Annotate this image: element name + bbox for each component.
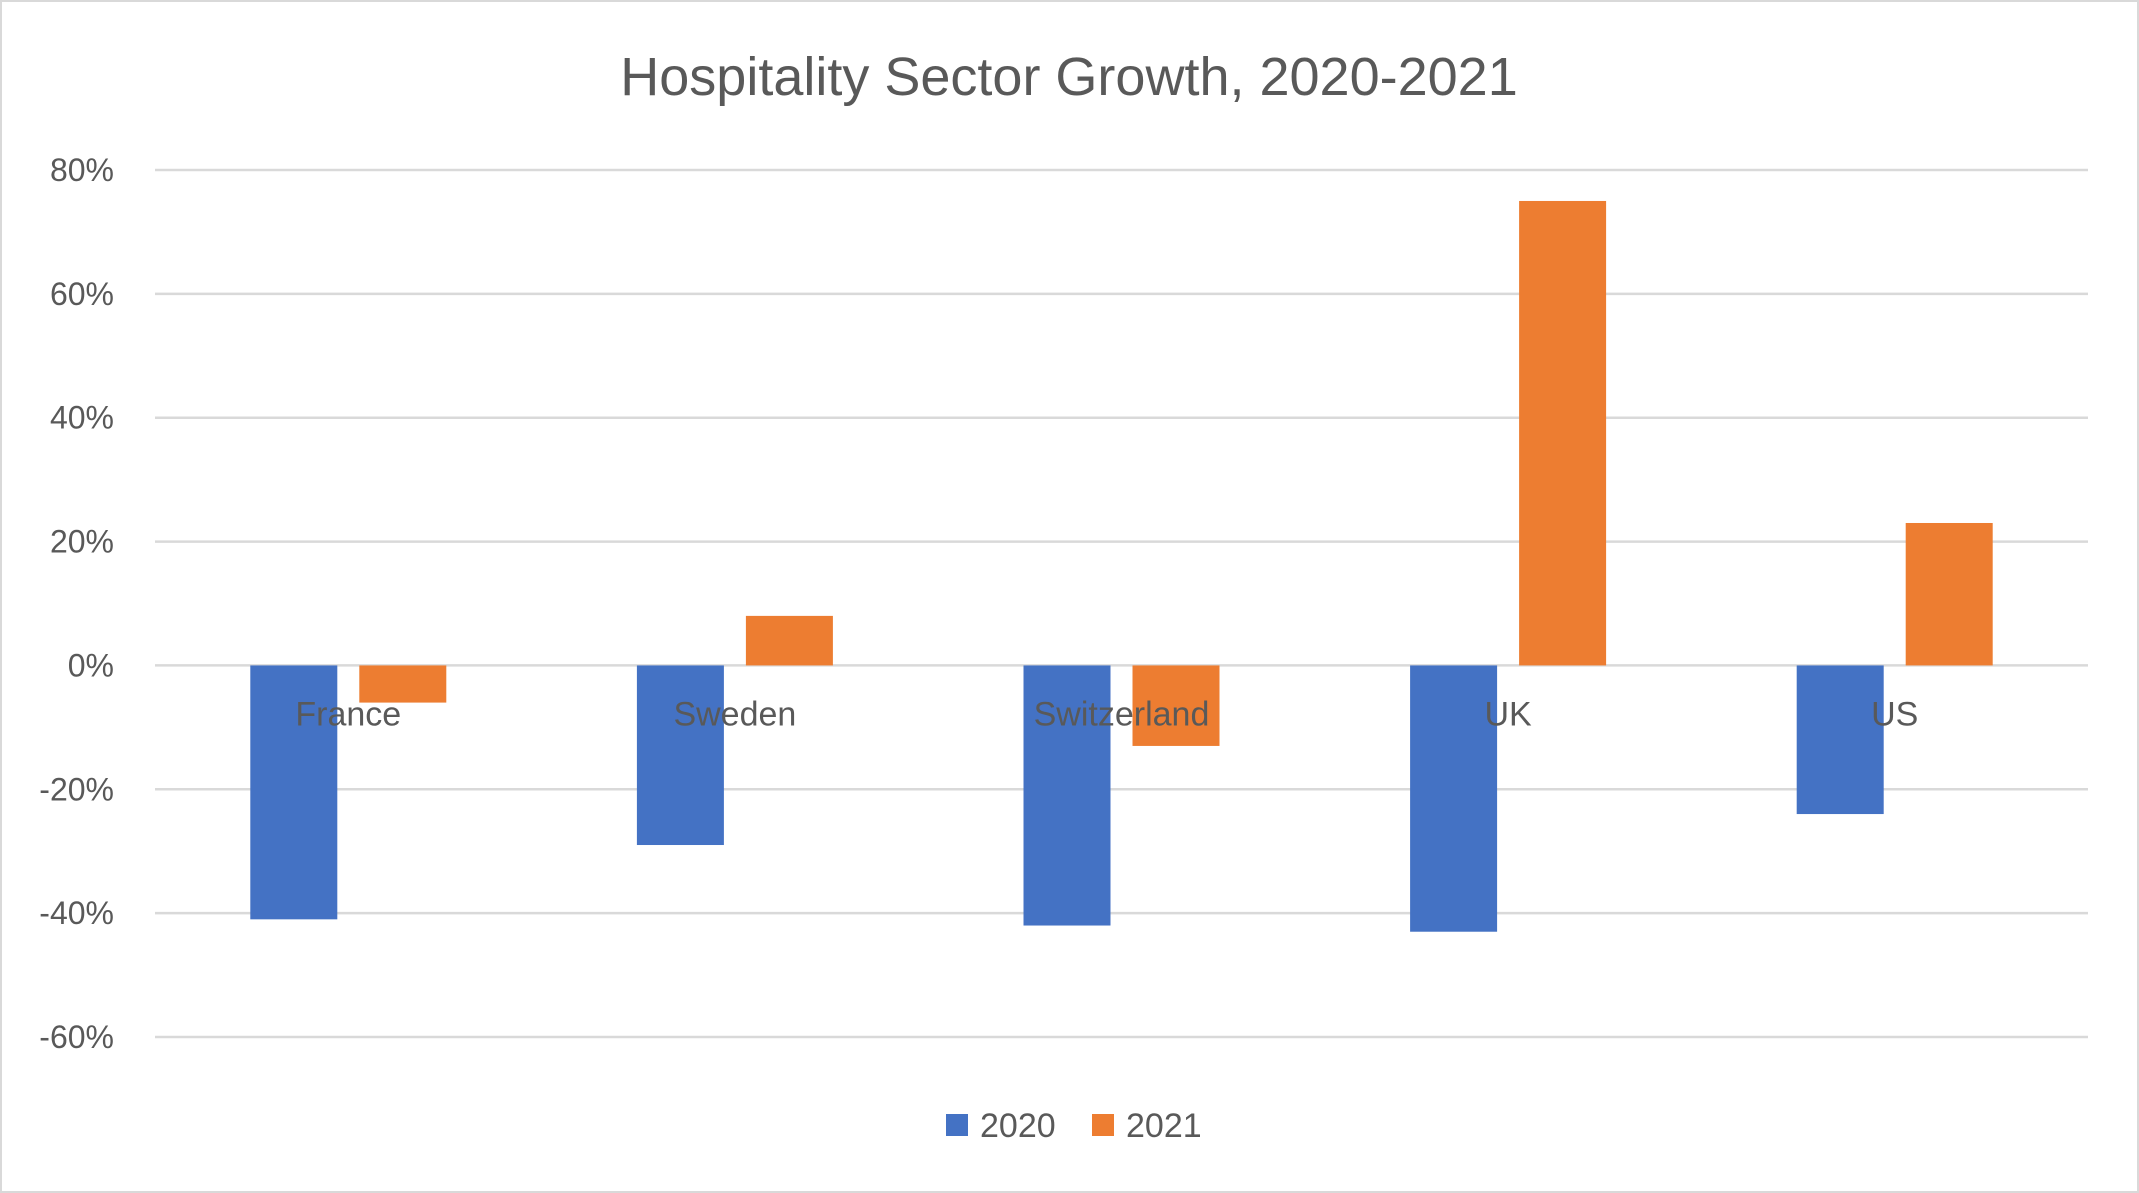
bar-uk-2021 bbox=[1519, 200, 1607, 666]
y-axis-ticks: 80% 60% 40% 20% 0% -20% -40% -60% bbox=[39, 152, 114, 1055]
y-tick-label: -20% bbox=[39, 771, 114, 807]
bar-switzerland-2020 bbox=[1023, 665, 1111, 926]
legend: 2020 2021 bbox=[946, 1107, 1202, 1145]
x-category-label: Sweden bbox=[673, 695, 796, 733]
bar-switzerland-2021 bbox=[1132, 665, 1220, 746]
legend-label-2020: 2020 bbox=[980, 1107, 1056, 1145]
bar-france-2021 bbox=[359, 665, 447, 703]
bar-sweden-2020 bbox=[636, 665, 724, 846]
y-tick-label: 80% bbox=[50, 152, 114, 188]
x-category-label: US bbox=[1871, 695, 1918, 733]
y-tick-label: -60% bbox=[39, 1019, 114, 1055]
bar-france-2020 bbox=[250, 665, 338, 920]
y-tick-label: 20% bbox=[50, 524, 114, 560]
chart-title: Hospitality Sector Growth, 2020-2021 bbox=[620, 47, 1517, 107]
bar-uk-2020 bbox=[1410, 665, 1498, 932]
y-tick-label: 40% bbox=[50, 400, 114, 436]
bar-us-2021 bbox=[1905, 522, 1993, 666]
x-category-label: UK bbox=[1484, 695, 1532, 733]
category-labels: France Sweden Switzerland UK US bbox=[295, 695, 1918, 733]
x-category-label: France bbox=[295, 695, 401, 733]
y-tick-label: 0% bbox=[68, 647, 114, 683]
legend-label-2021: 2021 bbox=[1126, 1107, 1202, 1145]
bar-us-2020 bbox=[1796, 665, 1884, 815]
legend-swatch-2020 bbox=[946, 1114, 968, 1136]
y-tick-label: -40% bbox=[39, 895, 114, 931]
bar-sweden-2021 bbox=[745, 615, 833, 666]
x-category-label: Switzerland bbox=[1034, 695, 1210, 733]
legend-swatch-2021 bbox=[1092, 1114, 1114, 1136]
gridlines bbox=[155, 168, 2088, 1039]
bars bbox=[250, 200, 1993, 932]
y-tick-label: 60% bbox=[50, 276, 114, 312]
